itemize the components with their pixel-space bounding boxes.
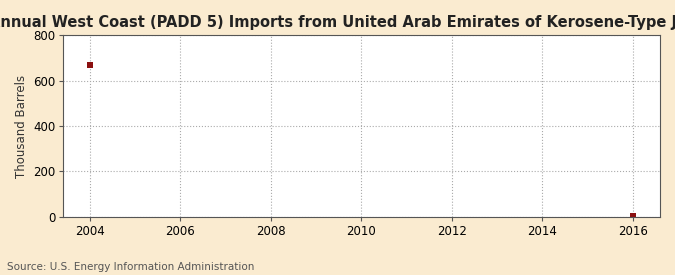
Text: Source: U.S. Energy Information Administration: Source: U.S. Energy Information Administ… [7,262,254,272]
Y-axis label: Thousand Barrels: Thousand Barrels [15,75,28,178]
Title: Annual West Coast (PADD 5) Imports from United Arab Emirates of Kerosene-Type Je: Annual West Coast (PADD 5) Imports from … [0,15,675,30]
